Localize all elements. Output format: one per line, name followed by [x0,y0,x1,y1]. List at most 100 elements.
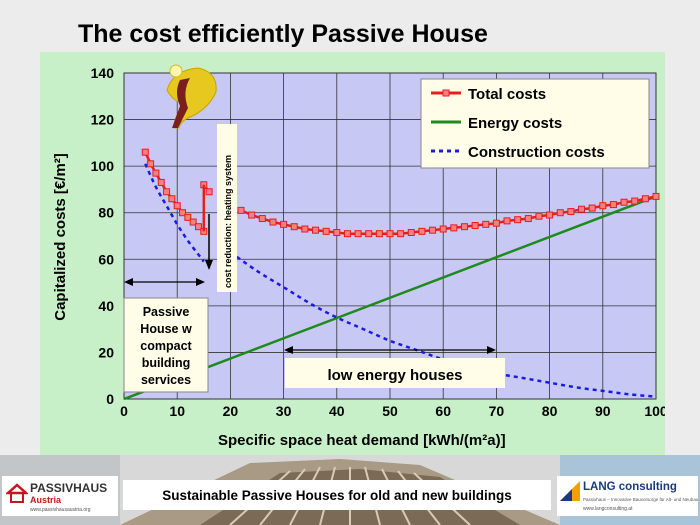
logo-right-url: www.langconsulting.at [583,506,633,512]
total-costs-point [588,204,596,212]
y-tick-label: 60 [98,251,114,267]
total-costs-point [514,216,522,224]
total-costs-point [147,160,155,168]
total-costs-point [343,230,351,238]
total-costs-point [194,223,202,231]
total-costs-point [312,226,320,234]
total-costs-point [237,206,245,214]
total-costs-point [609,201,617,209]
x-tick-labels: 0 10 20 30 40 50 60 70 80 90 100 [120,403,665,419]
house-icon [6,483,28,503]
total-costs-point [375,230,383,238]
legend-label-total: Total costs [468,86,546,103]
total-costs-point [503,217,511,225]
x-tick-label: 60 [435,403,451,419]
series-line-construction-costs-a [144,163,205,263]
total-costs-point [471,222,479,230]
lang-consulting-logo: LANG consulting Passivhaus – Innovative … [557,476,698,516]
total-costs-point [556,209,564,217]
y-tick-label: 0 [106,391,114,407]
total-costs-point [407,229,415,237]
legend-item-energy: Energy costs [431,115,562,132]
total-costs-point [365,230,373,238]
total-costs-point [641,195,649,203]
legend: Total costs Energy costs Construction co… [420,78,650,169]
total-costs-point [524,215,532,223]
y-tick-label: 120 [91,112,115,128]
passive-house-annotation: Passive House w compact building service… [123,278,209,393]
logo-left-url: www.passivhausaustria.org [30,507,91,513]
y-tick-label: 100 [91,158,115,174]
y-tick-label: 140 [91,65,115,81]
passive-house-line-5: services [141,373,191,387]
logo-right-tagline: Passivhaus – Innovative Bauvorsorge für … [583,497,699,502]
total-costs-point [333,229,341,237]
total-costs-point [450,224,458,232]
x-tick-label: 70 [489,403,505,419]
cost-reduction-label: cost reduction: heating system [223,155,233,288]
total-costs-point [631,197,639,205]
total-costs-point [269,218,277,226]
cost-reduction-annotation: cost reduction: heating system [205,124,237,292]
total-costs-point [184,213,192,221]
y-tick-labels: 0 20 40 60 80 100 120 140 [91,65,115,407]
total-costs-point [163,188,171,196]
total-costs-point [189,218,197,226]
x-tick-label: 20 [223,403,239,419]
total-costs-point [460,223,468,231]
logo-illustration [166,64,217,129]
total-costs-point [258,215,266,223]
total-costs-point [599,202,607,210]
legend-item-total: Total costs [431,86,546,103]
x-tick-label: 90 [595,403,611,419]
legend-label-construction: Construction costs [468,144,605,161]
total-costs-point [439,225,447,233]
y-tick-label: 40 [98,298,114,314]
passive-house-line-1: Passive [143,305,190,319]
series-line-total-costs [240,195,657,235]
legend-item-construction: Construction costs [431,144,605,161]
total-costs-point [429,226,437,234]
total-costs-point [157,178,165,186]
total-costs-point [322,227,330,235]
total-costs-point [290,223,298,231]
x-axis-label: Specific space heat demand [kWh/(m²a)] [218,432,506,449]
total-costs-point [620,198,628,206]
y-tick-label: 80 [98,205,114,221]
total-costs-point [354,230,362,238]
total-costs-point [141,148,149,156]
x-tick-label: 40 [329,403,345,419]
total-costs-point [386,230,394,238]
chart-panel: 0 10 20 30 40 50 60 70 80 90 100 0 20 40 60 80 100 120 14… [40,52,665,457]
legend-label-energy: Energy costs [468,115,562,132]
total-costs-point [482,220,490,228]
chart: 0 10 20 30 40 50 60 70 80 90 100 0 20 40 60 80 100 120 14… [52,64,665,449]
footer-caption: Sustainable Passive Houses for old and n… [123,480,551,510]
total-costs-point [492,219,500,227]
total-costs-point [418,227,426,235]
total-costs-point [168,195,176,203]
y-tick-label: 20 [98,344,114,360]
passive-house-line-2: House w [140,322,192,336]
total-costs-point [152,169,160,177]
x-tick-label: 50 [382,403,398,419]
total-costs-point [179,209,187,217]
total-costs-point [535,212,543,220]
total-costs-point [205,188,213,196]
y-axis-label: Capitalized costs [€/m²] [52,153,69,321]
slide-title: The cost efficiently Passive House [78,20,488,48]
x-tick-label: 100 [644,403,665,419]
total-costs-point [301,225,309,233]
x-tick-label: 0 [120,403,128,419]
passive-house-line-4: building [142,356,191,370]
total-costs-point [546,211,554,219]
logo-right-name: LANG consulting [583,481,677,493]
total-costs-point [652,192,660,200]
x-tick-label: 10 [169,403,185,419]
logo-left-sub: Austria [30,495,62,505]
passivhaus-austria-logo: PASSIVHAUS Austria www.passivhausaustria… [2,476,118,516]
sun-logo-icon [560,481,580,501]
total-costs-point [280,220,288,228]
x-tick-label: 80 [542,403,558,419]
total-costs-point [567,208,575,216]
